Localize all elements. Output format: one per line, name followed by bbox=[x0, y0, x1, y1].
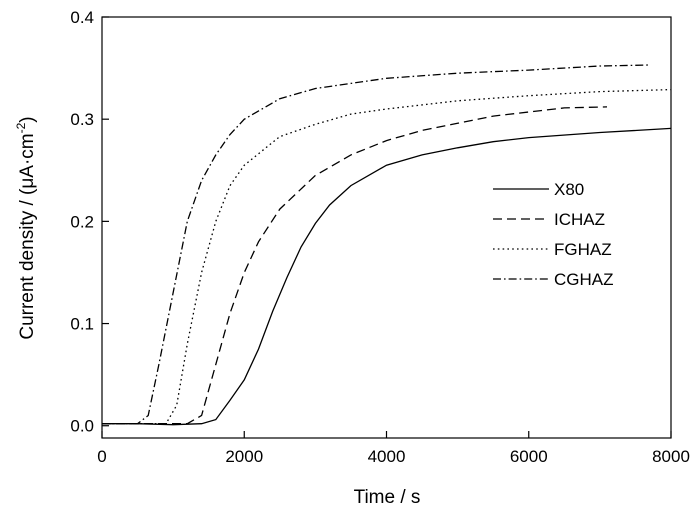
series-line-cghaz bbox=[102, 64, 650, 425]
tick-labels-layer: 0 2000 4000 6000 8000 0.0 0.1 0.2 0.3 0.4 bbox=[70, 8, 690, 466]
series-line-fghaz bbox=[102, 88, 672, 425]
legend-label: CGHAZ bbox=[554, 270, 614, 289]
x-tick-label: 6000 bbox=[510, 447, 548, 466]
ticks-layer bbox=[101, 16, 672, 438]
y-axis-title-exponent: -2 bbox=[14, 122, 28, 133]
series-line-x80 bbox=[102, 127, 672, 426]
legend-label: FGHAZ bbox=[554, 240, 612, 259]
y-tick-label: 0.0 bbox=[70, 417, 94, 436]
x-tick-label: 0 bbox=[97, 447, 106, 466]
y-tick-label: 0.3 bbox=[70, 110, 94, 129]
series-line-ichaz bbox=[102, 106, 608, 425]
legend-label: X80 bbox=[554, 180, 584, 199]
legend: X80 ICHAZ FGHAZ CGHAZ bbox=[493, 180, 614, 289]
legend-label: ICHAZ bbox=[554, 210, 605, 229]
x-tick-label: 2000 bbox=[225, 447, 263, 466]
y-axis-title: Current density / (μA·cm-2) bbox=[14, 116, 38, 339]
y-axis-title-suffix: ) bbox=[17, 116, 38, 122]
y-tick-label: 0.2 bbox=[70, 212, 94, 231]
y-tick-label: 0.4 bbox=[70, 8, 94, 27]
x-axis-title: Time / s bbox=[354, 487, 421, 508]
series-layer bbox=[102, 64, 672, 426]
x-tick-label: 8000 bbox=[652, 447, 690, 466]
y-tick-label: 0.1 bbox=[70, 315, 94, 334]
y-axis-title-unit: μA·cm bbox=[17, 133, 38, 188]
x-tick-label: 4000 bbox=[368, 447, 406, 466]
y-axis-title-prefix: Current density / ( bbox=[17, 188, 38, 340]
